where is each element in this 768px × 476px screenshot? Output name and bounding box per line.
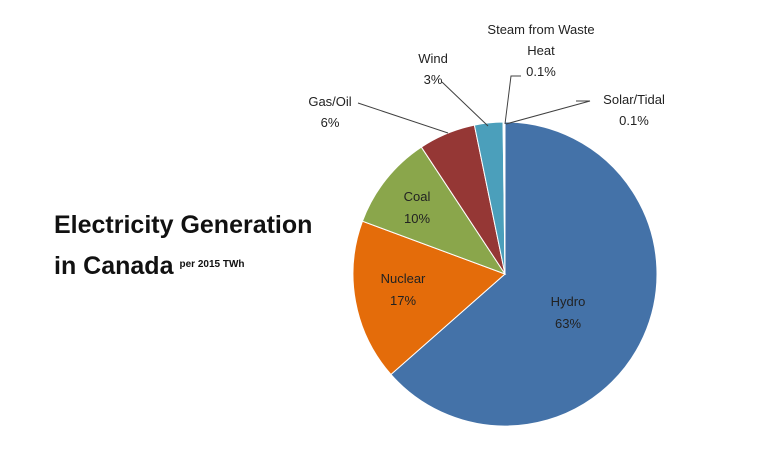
leader-line-solar-tidal <box>505 100 591 125</box>
label-value-nuclear: 17% <box>390 293 416 308</box>
label-name-solar-tidal: Solar/Tidal <box>603 92 665 107</box>
label-name-nuclear: Nuclear <box>381 271 426 286</box>
pie-slice-hydro <box>390 121 658 427</box>
label-value-steam-from-waste-heat: 0.1% <box>526 64 556 79</box>
label-name-gas-oil: Gas/Oil <box>308 94 351 109</box>
pie-slice-nuclear <box>352 220 506 376</box>
pie-slice-coal <box>361 146 507 275</box>
label-value-gas-oil: 6% <box>321 115 340 130</box>
leader-line-gas-oil <box>357 102 449 134</box>
chart-title-line-2-wrapper: in Canada per 2015 TWh <box>54 250 245 281</box>
label-value-hydro: 63% <box>555 316 581 331</box>
chart-subtitle: per 2015 TWh <box>179 259 245 270</box>
label-name-wind: Wind <box>418 51 448 66</box>
chart-title-line-1: Electricity Generation <box>54 211 313 239</box>
leader-line-wind <box>441 81 489 127</box>
label-value-coal: 10% <box>404 211 430 226</box>
label-name-steam-from-waste-heat: Steam from Waste Heat <box>487 22 594 58</box>
chart-title-line-2: in Canada <box>54 252 174 280</box>
leader-line-steam-from-waste-heat <box>504 75 521 125</box>
label-name-hydro: Hydro <box>551 294 586 309</box>
label-name-coal: Coal <box>404 189 431 204</box>
label-value-wind: 3% <box>424 72 443 87</box>
label-value-solar-tidal: 0.1% <box>619 113 649 128</box>
